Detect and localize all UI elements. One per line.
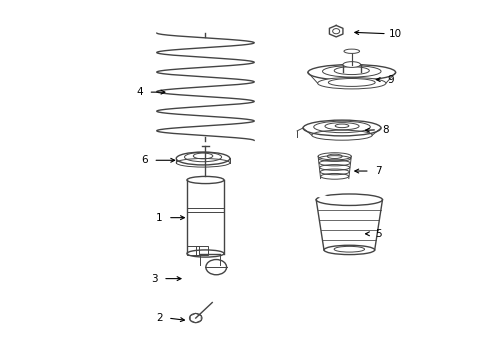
Text: 4: 4 <box>136 87 142 97</box>
Ellipse shape <box>342 62 360 67</box>
Ellipse shape <box>317 77 385 89</box>
Ellipse shape <box>186 250 224 257</box>
Ellipse shape <box>307 64 395 80</box>
Ellipse shape <box>318 153 350 160</box>
Ellipse shape <box>186 176 224 184</box>
Text: 7: 7 <box>374 166 381 176</box>
Ellipse shape <box>324 245 374 255</box>
Text: 8: 8 <box>382 125 388 135</box>
Polygon shape <box>329 26 342 37</box>
Circle shape <box>189 314 202 323</box>
Text: 3: 3 <box>151 274 157 284</box>
Text: 9: 9 <box>386 75 393 85</box>
Text: 1: 1 <box>156 213 162 222</box>
Text: 10: 10 <box>388 29 402 39</box>
Text: 2: 2 <box>156 313 162 323</box>
Text: 5: 5 <box>374 229 381 239</box>
Text: 6: 6 <box>141 155 147 165</box>
Ellipse shape <box>343 49 359 53</box>
